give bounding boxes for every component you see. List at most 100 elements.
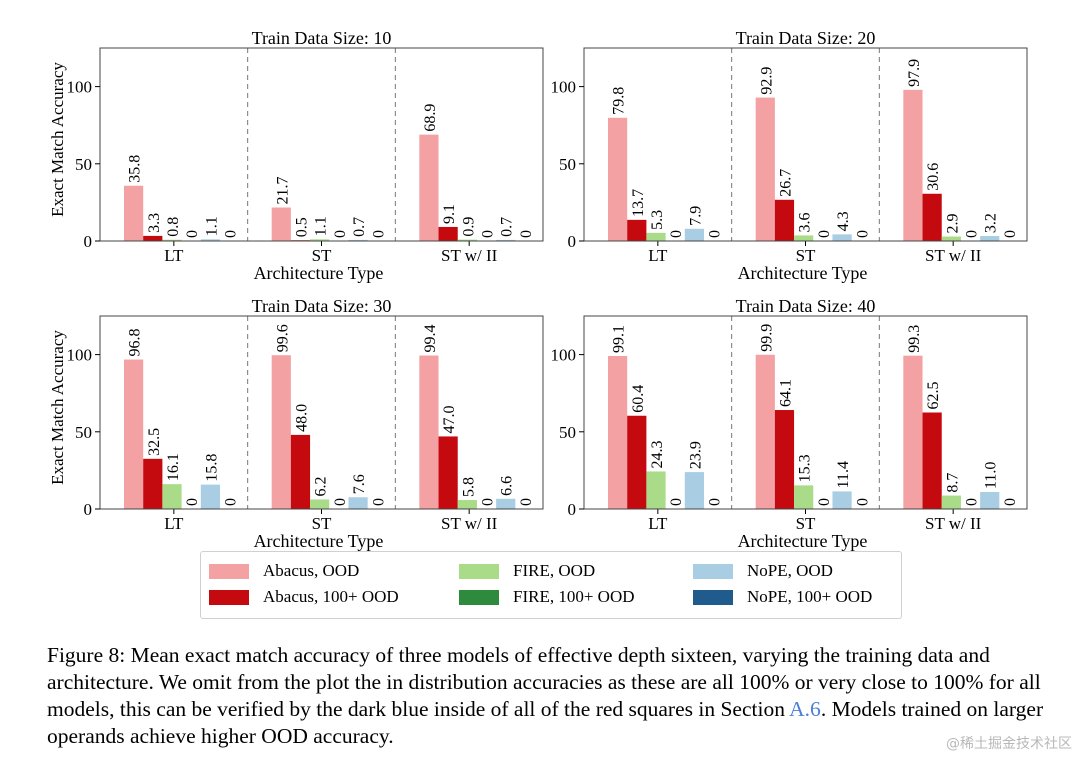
bar-label: 0 — [184, 498, 201, 506]
legend-swatch — [693, 563, 733, 579]
legend: Abacus, OOD Abacus, 100+ OOD FIRE, OOD F… — [200, 551, 902, 619]
legend-swatch — [209, 563, 249, 579]
x-axis-label: Architecture Type — [738, 531, 868, 551]
bar-label: 15.3 — [797, 454, 814, 482]
bar — [348, 239, 368, 241]
bar — [162, 484, 182, 509]
section-link[interactable]: A.6 — [789, 697, 821, 721]
bar-label: 62.5 — [925, 382, 942, 410]
bar-label: 0 — [184, 230, 201, 238]
bar-label: 0 — [518, 230, 535, 238]
figure-caption: Figure 8: Mean exact match accuracy of t… — [47, 642, 1047, 750]
bar — [271, 355, 291, 509]
bar — [457, 239, 477, 241]
bar-label: 0 — [370, 230, 387, 238]
bar-label: 0 — [816, 230, 833, 238]
bar-label: 30.6 — [925, 163, 942, 191]
bar-label: 26.7 — [777, 169, 794, 197]
bar-label: 0 — [668, 498, 685, 506]
bar-label: 5.8 — [460, 477, 477, 497]
bar — [646, 232, 666, 241]
bar — [774, 410, 795, 509]
y-tick-label: 50 — [559, 423, 576, 442]
x-tick-label: ST — [796, 514, 816, 533]
x-tick-label: ST — [312, 514, 332, 533]
y-tick-label: 50 — [559, 155, 576, 174]
x-tick-label: LT — [648, 514, 668, 533]
bar-label: 0 — [668, 230, 685, 238]
legend-label: Abacus, 100+ OOD — [263, 587, 399, 606]
bar-label: 7.9 — [687, 206, 704, 226]
bar-label: 48.0 — [293, 404, 310, 432]
legend-item-abacus-ood: Abacus, OOD — [209, 560, 359, 582]
x-tick-label: ST — [796, 246, 816, 265]
bar-label: 0 — [816, 498, 833, 506]
bar-label: 21.7 — [274, 176, 291, 204]
legend-label: FIRE, 100+ OOD — [513, 587, 635, 606]
bar-label: 0 — [332, 230, 349, 238]
bar-label: 0.9 — [460, 217, 477, 237]
legend-item-nope-ood: NoPE, OOD — [693, 560, 833, 582]
bar — [608, 117, 628, 241]
bar — [496, 498, 516, 509]
bar-label: 0.7 — [499, 217, 516, 237]
bar — [684, 472, 704, 509]
x-tick-label: LT — [648, 246, 668, 265]
bar-label: 0.7 — [351, 217, 368, 237]
bar-label: 47.0 — [441, 405, 458, 433]
legend-swatch — [209, 589, 249, 605]
chart-title: Train Data Size: 40 — [736, 296, 876, 316]
bar-label: 0 — [854, 230, 871, 238]
bar-label: 99.4 — [422, 325, 439, 353]
bar-label: 35.8 — [127, 155, 144, 183]
bar-label: 64.1 — [777, 379, 794, 407]
bar — [755, 354, 775, 509]
bar-label: 92.9 — [758, 67, 775, 95]
y-axis-label: Exact Match Accuracy — [48, 330, 67, 485]
bar-label: 99.3 — [906, 325, 923, 353]
x-tick-label: ST — [312, 246, 332, 265]
bar-label: 97.9 — [906, 59, 923, 87]
y-tick-label: 50 — [75, 423, 92, 442]
chart-title: Train Data Size: 10 — [252, 28, 392, 48]
bar — [348, 497, 368, 509]
bar-label: 68.9 — [422, 104, 439, 132]
bar-label: 0 — [964, 498, 981, 506]
legend-label: Abacus, OOD — [263, 561, 360, 580]
y-tick-label: 0 — [568, 232, 577, 251]
legend-label: NoPE, 100+ OOD — [747, 587, 873, 606]
y-tick-label: 100 — [551, 346, 577, 365]
bar-label: 32.5 — [146, 428, 163, 456]
plot-frame — [99, 315, 544, 510]
x-tick-label: ST w/ II — [925, 514, 982, 533]
bar — [941, 495, 961, 509]
bar — [684, 228, 704, 241]
bar-label: 3.6 — [797, 212, 814, 232]
bar — [310, 499, 330, 509]
bar-label: 0 — [707, 230, 724, 238]
bar-label: 0 — [223, 230, 240, 238]
bar-label: 0 — [1002, 498, 1019, 506]
bar — [200, 484, 220, 509]
bar-label: 0 — [480, 230, 497, 238]
bar-label: 99.9 — [758, 324, 775, 352]
bar — [755, 97, 775, 241]
bar-label: 0 — [223, 498, 240, 506]
chart-title: Train Data Size: 30 — [252, 296, 392, 316]
bar — [143, 458, 163, 509]
bar-label: 0 — [332, 498, 349, 506]
bar — [419, 134, 439, 241]
caption-text-end: . Models trained on larger operands achi… — [47, 697, 1044, 748]
legend-item-fire-ood: FIRE, OOD — [459, 560, 595, 582]
legend-item-nope-100-ood: NoPE, 100+ OOD — [693, 586, 872, 608]
bar — [922, 412, 942, 509]
legend-swatch — [693, 589, 733, 605]
x-axis-label: Architecture Type — [738, 263, 868, 283]
bar-label: 79.8 — [611, 87, 628, 115]
bar — [124, 185, 144, 241]
x-axis-label: Architecture Type — [254, 263, 384, 283]
y-tick-label: 100 — [67, 346, 93, 365]
caption-text: Figure 8: Mean exact match accuracy of t… — [47, 643, 1041, 721]
y-axis-label: Exact Match Accuracy — [48, 62, 67, 217]
